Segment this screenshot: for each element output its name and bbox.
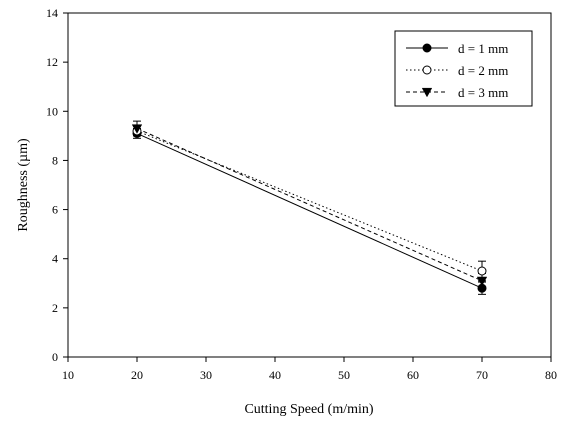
x-tick-label: 10	[62, 368, 74, 382]
y-tick-label: 8	[52, 153, 58, 167]
legend-box	[394, 30, 533, 107]
x-tick-label: 80	[545, 368, 557, 382]
series-line-2	[136, 130, 483, 272]
y-axis-ticks: 0 2 4 6 8 10 12 14	[46, 6, 68, 364]
y-tick-label: 14	[46, 6, 58, 20]
x-tick-label: 30	[200, 368, 212, 382]
y-tick-label: 0	[52, 350, 58, 364]
series-lines	[136, 128, 483, 289]
legend: d = 1 mm d = 2 mm d = 3 mm	[394, 30, 533, 107]
legend-label-2: d = 2 mm	[458, 63, 508, 78]
series-line-1	[136, 132, 483, 289]
legend-marker-2	[422, 65, 432, 75]
y-tick-label: 12	[46, 55, 58, 69]
x-tick-label: 50	[338, 368, 350, 382]
y-tick-label: 4	[52, 252, 58, 266]
data-point-2	[477, 266, 487, 276]
x-tick-label: 20	[131, 368, 143, 382]
data-point-3	[476, 276, 488, 287]
legend-marker-1	[422, 43, 432, 53]
y-tick-label: 2	[52, 301, 58, 315]
x-tick-label: 70	[476, 368, 488, 382]
error-bars	[133, 120, 486, 295]
series-line-3	[136, 128, 483, 282]
legend-label-3: d = 3 mm	[458, 85, 508, 100]
y-tick-label: 10	[46, 104, 58, 118]
x-tick-label: 60	[407, 368, 419, 382]
y-tick-label: 6	[52, 203, 58, 217]
x-tick-label: 40	[269, 368, 281, 382]
x-axis-title: Cutting Speed (m/min)	[244, 402, 373, 417]
y-axis-title: Roughness (µm)	[16, 138, 31, 232]
legend-label-1: d = 1 mm	[458, 41, 508, 56]
x-axis-ticks: 10 20 30 40 50 60 70 80	[62, 357, 557, 382]
plot-frame	[67, 12, 552, 358]
data-markers	[131, 124, 488, 293]
legend-marker-3	[421, 87, 433, 98]
data-point-3	[131, 124, 143, 134]
